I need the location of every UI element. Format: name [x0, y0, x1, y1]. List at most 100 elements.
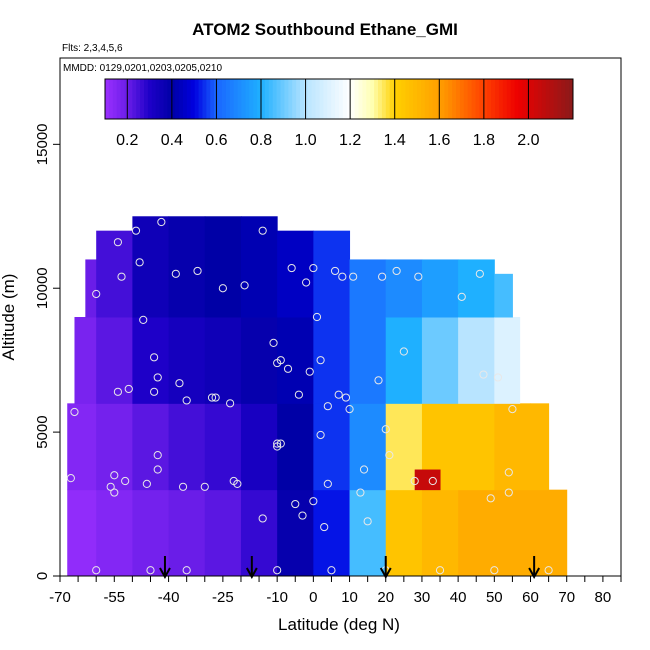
colorbar-segment — [175, 79, 180, 119]
observation-point — [121, 476, 130, 486]
colorbar-segment — [268, 79, 274, 119]
colorbar-segment — [311, 79, 316, 119]
y-axis: 0 5000 10000 15000 — [34, 123, 60, 580]
colorbar-segment — [229, 79, 235, 119]
observation-point — [106, 482, 115, 491]
observation-point — [70, 407, 79, 417]
observation-point — [178, 482, 188, 491]
colorbar-segment — [327, 79, 332, 119]
colorbar-segment — [432, 79, 437, 119]
heatmap-cell — [85, 259, 97, 318]
observation-point — [218, 284, 227, 293]
observation-point — [258, 226, 267, 235]
colorbar-segment — [144, 79, 149, 119]
colorbar-segment — [186, 79, 192, 119]
colorbar-segment — [307, 79, 313, 119]
observation-point — [258, 514, 267, 523]
heatmap-cell — [132, 317, 170, 404]
observation-point — [135, 258, 144, 267]
colorbar-segment — [405, 79, 410, 119]
colorbar-segment — [331, 79, 336, 119]
observation-point — [207, 393, 217, 402]
heatmap-cell — [240, 317, 278, 404]
colorbar-segment — [147, 79, 153, 119]
observation-point — [493, 373, 503, 382]
colorbar-segment — [264, 79, 270, 119]
observation-point — [113, 387, 123, 396]
y-tick-label: 10000 — [34, 267, 51, 309]
flight-arrow — [159, 556, 171, 580]
observation-point — [269, 338, 278, 347]
observation-point — [320, 522, 329, 532]
observation-point — [309, 263, 318, 273]
observation-point — [414, 272, 423, 281]
colorbar-segment — [194, 79, 199, 119]
observation-point — [330, 266, 340, 276]
colorbar-segment — [276, 79, 281, 119]
observation-point — [182, 396, 191, 405]
observation-point — [153, 451, 162, 460]
observation-point — [182, 566, 191, 575]
flights-note: Flts: 2,3,4,5,6 — [62, 43, 123, 54]
colorbar-segment — [292, 79, 297, 119]
colorbar-segment — [569, 79, 574, 119]
colorbar-segment — [397, 79, 402, 119]
heatmap-cell — [349, 317, 387, 404]
colorbar-segment — [467, 79, 472, 119]
observation-point — [302, 278, 311, 287]
observation-point — [392, 266, 401, 276]
observation-point — [240, 281, 249, 290]
observation-point — [142, 479, 151, 489]
observation-point — [200, 482, 209, 491]
observation-point — [298, 511, 307, 520]
colorbar-tick-label: 0.4 — [161, 132, 183, 149]
colorbar-segment — [159, 79, 164, 119]
observation-point — [175, 379, 184, 388]
colorbar-segment — [491, 79, 496, 119]
observation-point — [150, 387, 159, 396]
observation-point — [113, 238, 123, 247]
heatmap-cell — [204, 317, 242, 404]
colorbar-segment — [280, 79, 285, 119]
observation-point — [345, 404, 354, 414]
colorbar-segment — [541, 79, 547, 119]
colorbar-segment — [537, 79, 543, 119]
colorbar-segment — [190, 79, 196, 119]
colorbar-segment — [342, 79, 348, 119]
heatmap-cell — [530, 489, 568, 577]
heatmap-cell — [132, 403, 170, 491]
observation-point — [341, 393, 351, 402]
colorbar-segment — [518, 79, 523, 119]
x-tick-label: 40 — [450, 589, 467, 606]
colorbar-segment — [300, 79, 305, 119]
observation-point — [399, 347, 408, 356]
colorbar-segment — [257, 79, 262, 119]
colorbar-segment — [112, 79, 118, 119]
colorbar-segment — [315, 79, 320, 119]
colorbar-segment — [136, 79, 141, 119]
heatmap-cell — [421, 489, 459, 577]
colorbar-segment — [522, 79, 527, 119]
observation-point — [211, 393, 220, 402]
colorbar-segment — [163, 79, 168, 119]
colorbar-segment — [272, 79, 277, 119]
colorbar-segment — [233, 79, 238, 119]
heatmap-cell — [240, 489, 278, 577]
observation-point — [150, 353, 159, 362]
colorbar-segment — [296, 79, 301, 119]
observation-point — [124, 384, 133, 394]
colorbar-segment — [413, 79, 418, 119]
observation-point — [323, 479, 332, 489]
colorbar-segment — [116, 79, 121, 119]
colorbar-segment — [167, 79, 172, 119]
y-axis-label: Altitude (m) — [0, 274, 18, 361]
colorbar-segment — [358, 79, 363, 119]
colorbar-tick-label: 1.4 — [384, 132, 406, 149]
colorbar-segment — [261, 79, 266, 119]
colorbar-segment — [409, 79, 414, 119]
colorbar-segment — [495, 79, 500, 119]
observation-point — [378, 272, 387, 281]
observation-point — [305, 367, 314, 376]
colorbar-segment — [545, 79, 550, 119]
